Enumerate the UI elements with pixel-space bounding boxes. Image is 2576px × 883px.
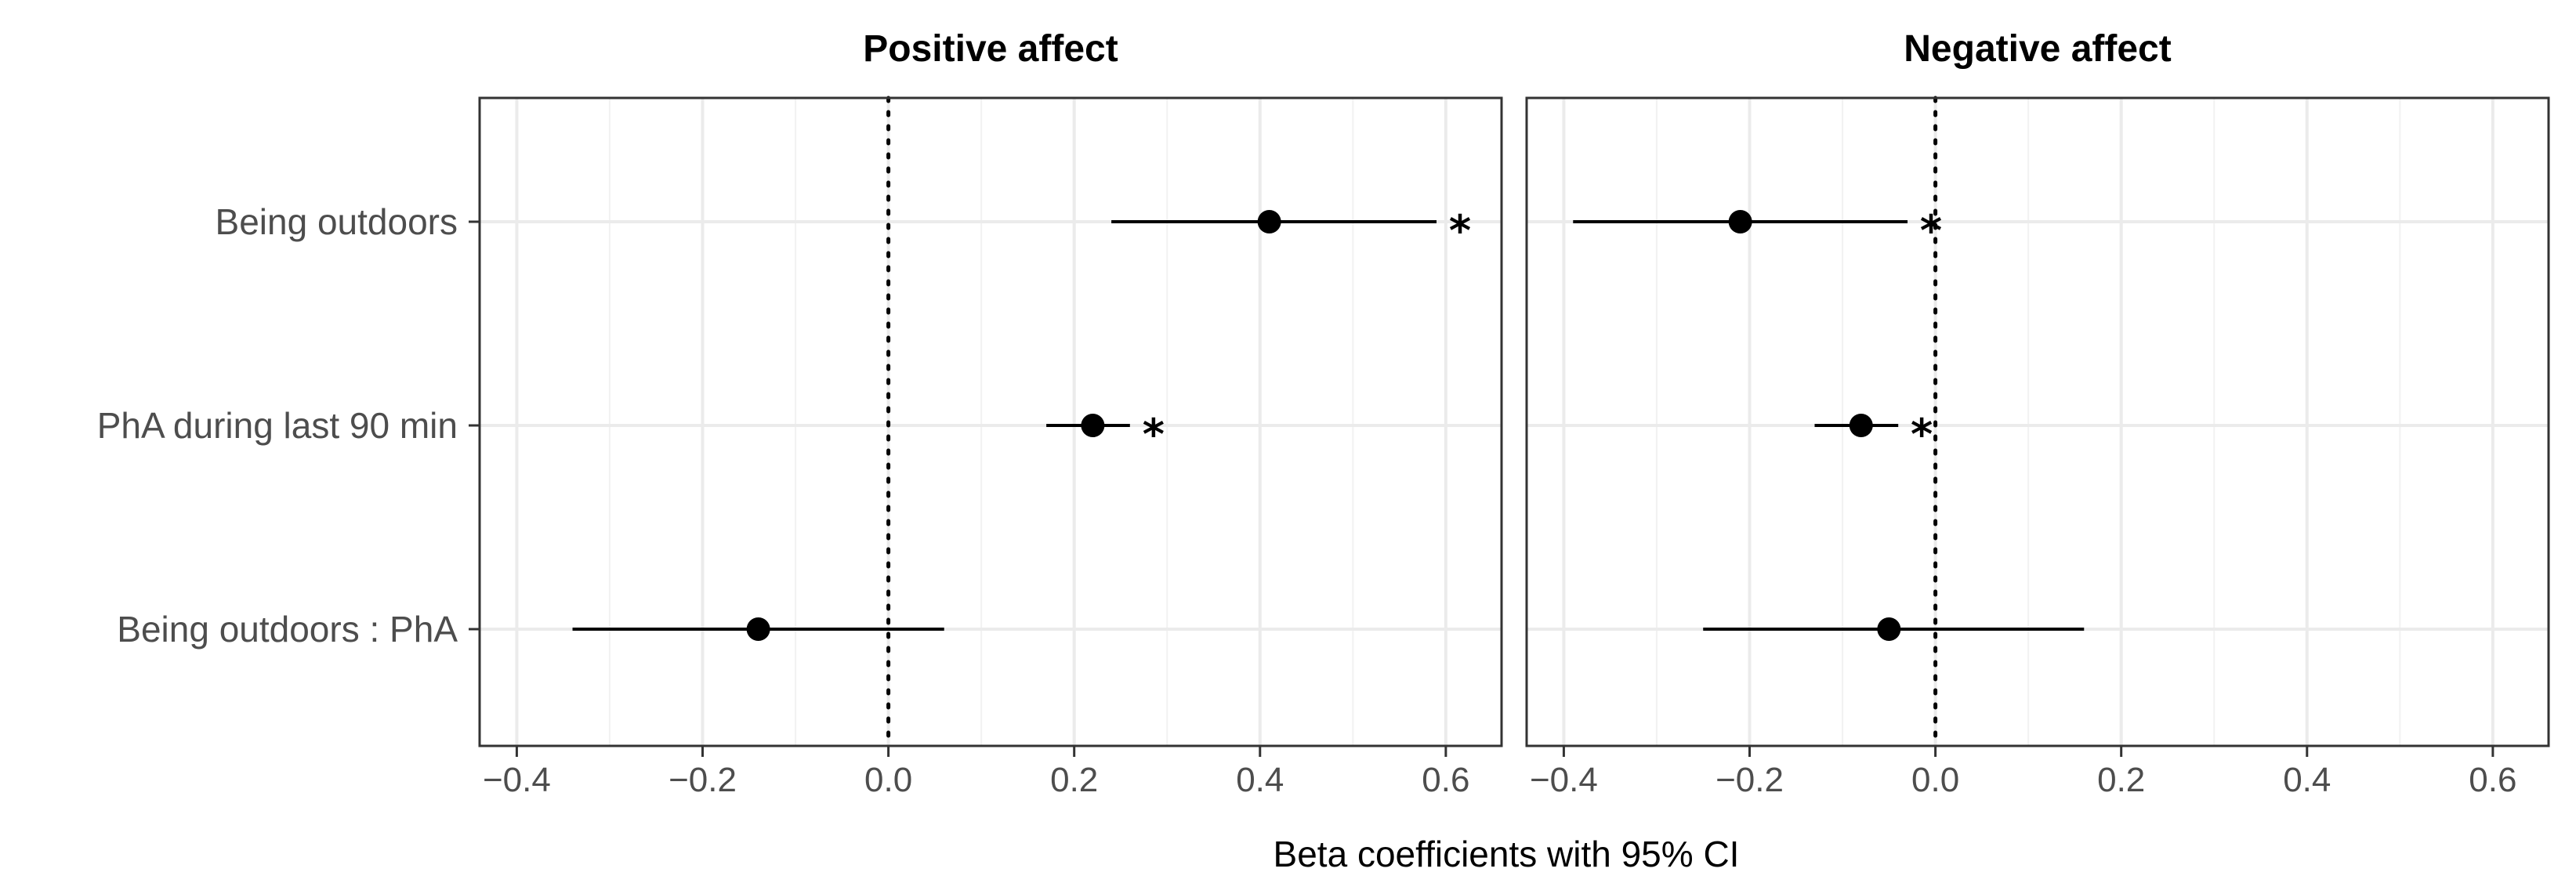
x-tick-label: 0.4 bbox=[1236, 761, 1284, 799]
x-tick-label: 0.0 bbox=[864, 761, 912, 799]
x-tick-label: 0.2 bbox=[2097, 761, 2145, 799]
y-category-label: Being outdoors : PhA bbox=[117, 609, 458, 650]
point-estimate bbox=[1728, 210, 1752, 233]
panel-title: Negative affect bbox=[1904, 28, 2171, 70]
point-estimate bbox=[746, 617, 770, 641]
significance-marker: * bbox=[1449, 206, 1471, 255]
significance-marker: * bbox=[1143, 410, 1165, 459]
x-tick-label: 0.6 bbox=[1422, 761, 1469, 799]
y-category-label: PhA during last 90 min bbox=[97, 405, 458, 446]
point-estimate bbox=[1081, 414, 1105, 437]
x-tick-label: 0.2 bbox=[1050, 761, 1098, 799]
significance-marker: * bbox=[1920, 206, 1942, 255]
panel-border bbox=[1525, 96, 2550, 747]
panel-title: Positive affect bbox=[863, 28, 1118, 70]
point-estimate bbox=[1877, 617, 1901, 641]
x-tick-label: −0.4 bbox=[1530, 761, 1598, 799]
x-tick-label: −0.4 bbox=[483, 761, 551, 799]
point-estimate bbox=[1257, 210, 1281, 233]
x-tick-label: −0.2 bbox=[668, 761, 737, 799]
y-category-label: Being outdoors bbox=[216, 201, 458, 242]
point-estimate bbox=[1849, 414, 1873, 437]
panel-border bbox=[478, 96, 1503, 747]
significance-marker: * bbox=[1911, 410, 1933, 459]
x-tick-label: 0.6 bbox=[2469, 761, 2516, 799]
x-tick-label: 0.4 bbox=[2283, 761, 2331, 799]
x-tick-label: 0.0 bbox=[1911, 761, 1959, 799]
x-tick-label: −0.2 bbox=[1716, 761, 1784, 799]
x-axis-title: Beta coefficients with 95% CI bbox=[1274, 834, 1740, 874]
